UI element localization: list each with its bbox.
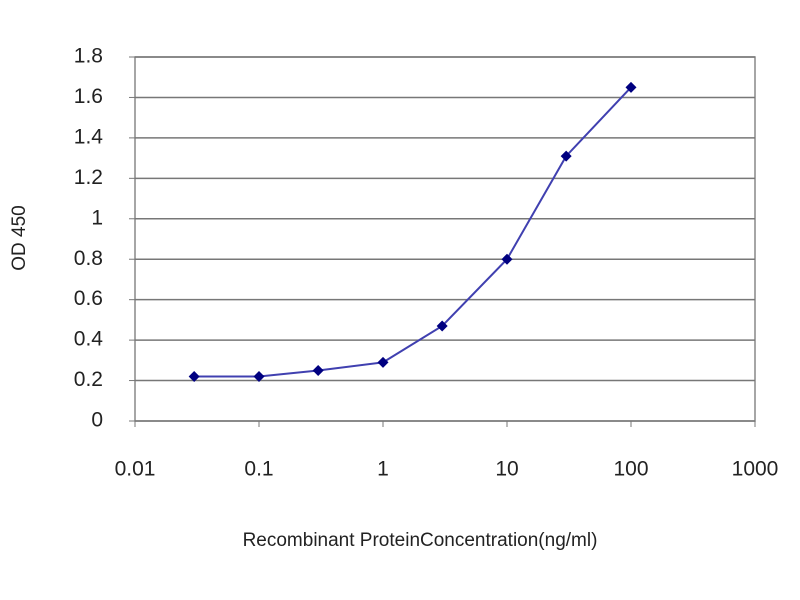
- data-point: [501, 253, 513, 265]
- y-tick-label: 1.6: [74, 85, 103, 108]
- data-point: [253, 371, 265, 383]
- x-tick-label: 0.1: [244, 458, 273, 481]
- x-tick-label: 0.01: [115, 458, 156, 481]
- data-point: [560, 150, 572, 162]
- data-point: [625, 81, 637, 93]
- y-tick-label: 0.6: [74, 287, 103, 310]
- x-tick-label: 1000: [732, 458, 779, 481]
- y-tick-label: 0: [91, 409, 103, 432]
- data-point: [377, 356, 389, 368]
- data-line: [194, 86, 632, 378]
- plot-area: [134, 56, 756, 422]
- y-tick-label: 1.8: [74, 45, 103, 68]
- x-axis-label: Recombinant ProteinConcentration(ng/ml): [243, 530, 598, 551]
- data-point: [188, 371, 200, 383]
- y-tick-label: 0.2: [74, 368, 103, 391]
- x-tick-label: 10: [495, 458, 518, 481]
- data-point: [436, 320, 448, 332]
- data-point: [312, 364, 324, 376]
- y-tick-label: 1: [91, 206, 103, 229]
- y-axis-label: OD 450: [9, 205, 30, 270]
- x-tick-label: 1: [377, 458, 389, 481]
- y-tick-label: 0.8: [74, 247, 103, 270]
- y-tick-label: 0.4: [74, 328, 104, 351]
- y-tick-label: 1.2: [74, 166, 103, 189]
- y-tick-label: 1.4: [74, 125, 104, 148]
- x-tick-label: 100: [613, 458, 648, 481]
